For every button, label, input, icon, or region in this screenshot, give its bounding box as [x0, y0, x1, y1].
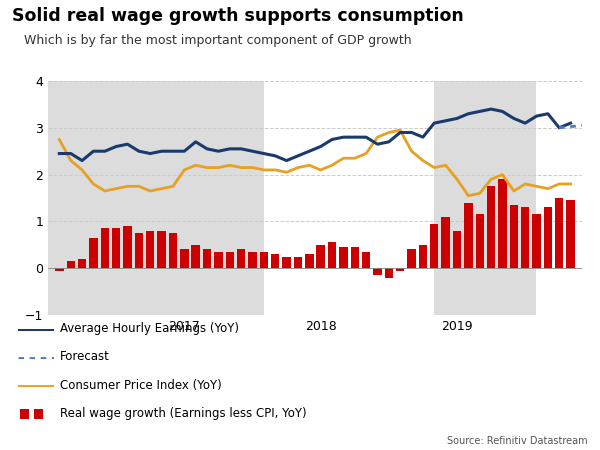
Bar	[419, 245, 427, 268]
Bar	[476, 214, 484, 268]
Bar	[532, 214, 541, 268]
Bar	[385, 268, 393, 278]
Text: Real wage growth (Earnings less CPI, YoY): Real wage growth (Earnings less CPI, YoY…	[60, 407, 307, 420]
Bar	[555, 198, 563, 268]
Bar	[566, 200, 575, 268]
Bar	[260, 252, 268, 268]
Bar	[157, 231, 166, 268]
Bar	[214, 252, 223, 268]
Bar	[544, 207, 552, 268]
Bar	[283, 256, 291, 268]
Bar	[135, 233, 143, 268]
Bar	[453, 231, 461, 268]
Bar	[34, 409, 43, 419]
Bar	[536, 81, 593, 315]
Bar	[191, 245, 200, 268]
Bar	[55, 268, 64, 270]
Bar	[464, 202, 473, 268]
Bar	[487, 186, 495, 268]
Text: Forecast: Forecast	[60, 351, 110, 363]
Text: Consumer Price Index (YoY): Consumer Price Index (YoY)	[60, 379, 222, 392]
Text: Source: Refinitiv Datastream: Source: Refinitiv Datastream	[448, 436, 588, 446]
Bar	[442, 217, 450, 268]
Bar	[328, 243, 336, 268]
Bar	[146, 231, 154, 268]
Bar	[203, 249, 211, 268]
Bar	[20, 409, 29, 419]
Bar	[248, 252, 257, 268]
Bar	[264, 81, 434, 315]
Bar	[509, 205, 518, 268]
Bar	[373, 268, 382, 275]
Bar	[226, 252, 234, 268]
Text: Which is by far the most important component of GDP growth: Which is by far the most important compo…	[24, 34, 412, 47]
Bar	[293, 256, 302, 268]
Bar	[101, 229, 109, 268]
Bar	[123, 226, 132, 268]
Text: Solid real wage growth supports consumption: Solid real wage growth supports consumpt…	[12, 7, 464, 25]
Bar	[396, 268, 404, 270]
Bar	[339, 247, 347, 268]
Bar	[498, 179, 506, 268]
Bar	[48, 81, 264, 315]
Bar	[237, 249, 245, 268]
Bar	[180, 249, 188, 268]
Bar	[112, 229, 121, 268]
Bar	[67, 261, 75, 268]
Bar	[430, 224, 439, 268]
Text: Average Hourly Earnings (YoY): Average Hourly Earnings (YoY)	[60, 322, 239, 335]
Bar	[350, 247, 359, 268]
Bar	[271, 254, 280, 268]
Bar	[521, 207, 529, 268]
Bar	[362, 252, 370, 268]
Bar	[316, 245, 325, 268]
Bar	[169, 233, 177, 268]
Bar	[89, 238, 98, 268]
Bar	[434, 81, 536, 315]
Bar	[78, 259, 86, 268]
Bar	[305, 254, 314, 268]
Bar	[407, 249, 416, 268]
